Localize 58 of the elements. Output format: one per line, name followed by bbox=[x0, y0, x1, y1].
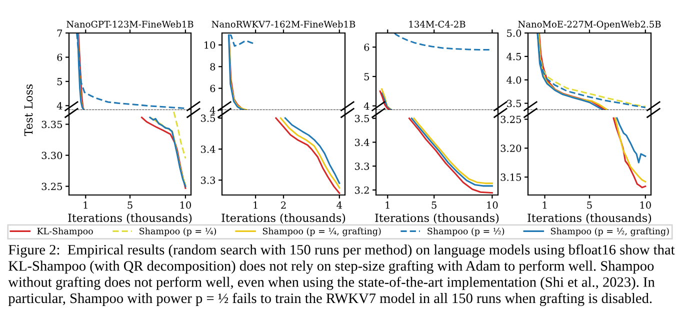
y-tick-label: 3.30 bbox=[42, 152, 62, 160]
line-series bbox=[140, 116, 186, 189]
x-tick-label: 5 bbox=[128, 202, 132, 209]
legend-label: Shampoo (p = ¼, grafting) bbox=[262, 228, 381, 236]
y-tick-label: 5 bbox=[57, 78, 62, 86]
chart-title: 134M-C4-2B bbox=[409, 20, 466, 28]
line-series bbox=[173, 111, 186, 160]
y-tick-label: 3.5 bbox=[507, 100, 521, 108]
x-tick-label: 1 bbox=[386, 201, 390, 209]
legend-label: Shampoo (p = ½) bbox=[428, 228, 504, 236]
y-tick-label: 6 bbox=[210, 84, 216, 92]
y-axis-title: Test Loss bbox=[24, 84, 33, 136]
y-tick-label: 6 bbox=[364, 44, 370, 51]
y-tick-label: 3.5 bbox=[355, 114, 369, 122]
y-tick-label: 3.2 bbox=[355, 186, 369, 194]
y-tick-label: 4.0 bbox=[506, 76, 522, 84]
x-tick-label: 1 bbox=[542, 201, 546, 209]
y-tick-label: 5.0 bbox=[507, 29, 522, 37]
y-tick-label: 5 bbox=[364, 73, 369, 80]
y-tick-label: 6 bbox=[57, 54, 62, 62]
x-tick-label: 10 bbox=[487, 201, 498, 209]
x-axis-title: Iterations (thousands) bbox=[375, 213, 499, 224]
y-tick-label: 4 bbox=[56, 102, 62, 110]
y-tick-label: 3.3 bbox=[355, 162, 370, 170]
line-series bbox=[616, 117, 646, 164]
y-tick-label: 3.3 bbox=[201, 176, 216, 184]
x-tick-label: 5 bbox=[587, 202, 592, 209]
x-axis-title: Iterations (thousands) bbox=[528, 213, 652, 224]
x-tick-label: 2 bbox=[281, 201, 286, 209]
x-tick-label: 10 bbox=[640, 201, 651, 209]
y-tick-label: 4 bbox=[364, 102, 370, 110]
y-tick-label: 3.4 bbox=[355, 138, 370, 146]
y-tick-label: 3.20 bbox=[500, 144, 522, 152]
chart-title: NanoRWKV7-162M-FineWeb1B bbox=[212, 20, 356, 28]
y-tick-label: 3.25 bbox=[42, 182, 62, 190]
y-tick-label: 3.15 bbox=[500, 174, 521, 181]
y-tick-label: 10 bbox=[204, 41, 216, 49]
caption: Figure 2: Empirical results (random search with 150 runs per method) on language models using bfloat16 show that KL-Shampoo (with QR decomposition) does not rely on step-size grafting with Adam to perform well. Shampoo without grafting does not perform well, even when using the state-of-the-art implementation (Shi et al., 2023). In particular, Shampoo with power p = ½ fails to train the RWKV7 model in all 150 runs when grafting is disabled. bbox=[8, 244, 675, 306]
legend-label: KL-Shampoo bbox=[37, 228, 93, 236]
x-tick-label: 10 bbox=[180, 201, 191, 209]
y-tick-label: 3.4 bbox=[201, 146, 216, 153]
chart-title: NanoMoE-227M-OpenWeb2.5B bbox=[518, 20, 661, 30]
y-tick-label: 3.25 bbox=[500, 116, 521, 124]
y-tick-label: 4 bbox=[210, 106, 216, 114]
x-tick-label: 1 bbox=[254, 201, 258, 209]
y-tick-label: 3.35 bbox=[42, 120, 62, 128]
y-tick-label: 7 bbox=[57, 30, 62, 37]
chart-title: NanoGPT-123M-FineWeb1B bbox=[66, 20, 194, 28]
y-tick-label: 3.5 bbox=[201, 114, 215, 122]
x-tick-label: 4 bbox=[336, 201, 342, 209]
y-tick-label: 4.5 bbox=[506, 52, 521, 60]
x-axis-title: Iterations (thousands) bbox=[68, 213, 192, 224]
legend-label: Shampoo (p = ¼) bbox=[140, 228, 216, 236]
legend-label: Shampoo (p = ½, grafting) bbox=[551, 228, 669, 236]
x-tick-label: 1 bbox=[84, 201, 88, 209]
y-tick-label: 8 bbox=[210, 63, 216, 70]
x-axis-title: Iterations (thousands) bbox=[222, 213, 346, 224]
x-tick-label: 5 bbox=[432, 202, 436, 209]
